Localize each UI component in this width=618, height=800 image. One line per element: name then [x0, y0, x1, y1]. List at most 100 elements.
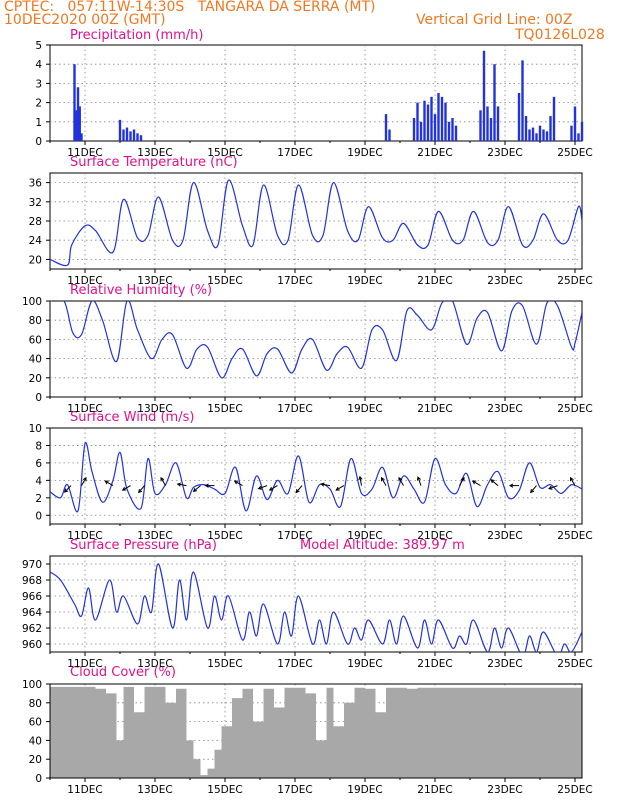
- temp-title: Surface Temperature (nC): [70, 155, 238, 170]
- precip-bar: [580, 121, 584, 141]
- y-tick-label: 970: [22, 559, 42, 571]
- x-tick-label: 15DEC: [207, 530, 242, 542]
- precip-bar: [528, 129, 531, 141]
- precip-bar: [139, 135, 143, 141]
- wind-arrow: [358, 475, 363, 486]
- wind-arrow: [335, 485, 345, 491]
- y-tick-label: 5: [35, 40, 42, 52]
- x-tick-label: 17DEC: [277, 147, 312, 159]
- y-tick-label: 4: [35, 59, 42, 71]
- x-tick-label: 23DEC: [487, 784, 522, 796]
- y-tick-label: 40: [29, 354, 42, 366]
- x-tick-label: 19DEC: [347, 275, 382, 287]
- wind-arrow: [530, 485, 537, 494]
- panel-2: 11DEC 13DEC 15DEC 17DEC 19DEC 21DEC 23DEC 25DEC…: [22, 296, 593, 415]
- panel-0: 11DEC 13DEC 15DEC 17DEC 19DEC 21DEC 23DEC 25DEC…: [35, 40, 592, 159]
- precip-bar: [479, 110, 482, 141]
- x-tick-label: 19DEC: [347, 784, 382, 796]
- precip-bar: [542, 129, 545, 141]
- y-tick-label: 2: [35, 493, 42, 505]
- y-tick-label: 20: [29, 254, 42, 266]
- x-tick-label: 11DEC: [67, 275, 102, 287]
- y-tick-label: 32: [29, 197, 42, 209]
- x-tick-label: 13DEC: [137, 275, 172, 287]
- y-tick-label: 40: [29, 735, 42, 747]
- precip-bar: [433, 114, 437, 141]
- precip-bar: [517, 93, 521, 141]
- y-tick-label: 0: [35, 392, 42, 404]
- y-tick-label: 2: [35, 98, 42, 110]
- precip-bar: [482, 50, 486, 142]
- x-tick-label: 23DEC: [487, 658, 522, 670]
- precip-bar: [384, 114, 388, 141]
- x-tick-label: 25DEC: [557, 784, 592, 796]
- wind-arrow: [138, 485, 145, 494]
- x-tick-label: 17DEC: [277, 658, 312, 670]
- y-tick-label: 80: [29, 315, 42, 327]
- precip-bar: [76, 87, 80, 141]
- x-tick-label: 15DEC: [207, 147, 242, 159]
- precip-bar: [496, 106, 500, 141]
- x-tick-label: 15DEC: [207, 275, 242, 287]
- x-tick-label: 25DEC: [557, 530, 592, 542]
- series-line: [50, 442, 582, 513]
- precip-bar: [125, 127, 129, 141]
- precip-bar: [75, 110, 78, 141]
- x-tick-label: 17DEC: [277, 530, 312, 542]
- pressure-title: Surface Pressure (hPa): [70, 538, 217, 553]
- precip-bar: [447, 121, 451, 141]
- wind-arrow: [548, 485, 558, 490]
- precip-bar: [573, 106, 577, 141]
- plot-frame: [49, 300, 583, 398]
- x-tick-label: 23DEC: [487, 530, 522, 542]
- precip-bar: [118, 119, 122, 141]
- x-tick-label: 19DEC: [347, 147, 382, 159]
- panel-4: 11DEC 13DEC 15DEC 17DEC 19DEC 21DEC 23DEC 25DEC…: [22, 555, 593, 670]
- y-tick-label: 100: [22, 296, 42, 308]
- x-tick-label: 25DEC: [557, 658, 592, 670]
- y-tick-label: 24: [29, 235, 43, 247]
- precip-bar: [419, 121, 423, 141]
- wind-arrow: [257, 485, 268, 490]
- plot-frame-overlay: [49, 683, 583, 779]
- x-tick-label: 25DEC: [557, 275, 592, 287]
- y-tick-label: 60: [29, 334, 42, 346]
- panel-3: 11DEC 13DEC 15DEC 17DEC 19DEC 21DEC 23DEC 25DEC…: [29, 423, 593, 542]
- wind-title: Surface Wind (m/s): [70, 410, 195, 425]
- cloud-title: Cloud Cover (%): [70, 665, 176, 680]
- wind-arrow: [380, 476, 387, 486]
- precip-bar: [73, 64, 76, 141]
- precip-bar: [577, 133, 580, 141]
- precip-bar: [486, 106, 489, 141]
- wind-arrow: [490, 479, 499, 486]
- header-line-2-right: Vertical Grid Line: 00Z: [416, 12, 573, 28]
- x-tick-label: 13DEC: [137, 147, 172, 159]
- y-tick-label: 0: [35, 136, 42, 148]
- x-tick-label: 21DEC: [417, 658, 452, 670]
- plot-frame: [49, 427, 583, 525]
- x-tick-label: 11DEC: [67, 658, 102, 670]
- wind-arrow: [459, 476, 465, 486]
- precip-bar: [129, 131, 132, 141]
- x-tick-label: 13DEC: [137, 530, 172, 542]
- precip-bar: [444, 102, 447, 141]
- y-tick-label: 36: [29, 178, 43, 190]
- precip-bar: [136, 133, 139, 141]
- precip-bar: [423, 100, 426, 141]
- y-tick-label: 0: [35, 773, 42, 785]
- cloud-cover-area: [50, 686, 582, 778]
- wind-arrow: [121, 485, 131, 491]
- x-tick-label: 11DEC: [67, 403, 102, 415]
- x-tick-label: 17DEC: [277, 275, 312, 287]
- precip-bar: [437, 93, 440, 141]
- series-line: [50, 301, 582, 379]
- series-line: [50, 563, 582, 652]
- wind-arrow: [508, 483, 519, 488]
- wind-arrow: [63, 485, 72, 493]
- precip-bar: [416, 102, 419, 141]
- y-tick-label: 960: [22, 639, 42, 651]
- rh-title: Relative Humidity (%): [70, 283, 213, 298]
- wind-arrow: [295, 485, 303, 494]
- precip-bar: [538, 125, 542, 141]
